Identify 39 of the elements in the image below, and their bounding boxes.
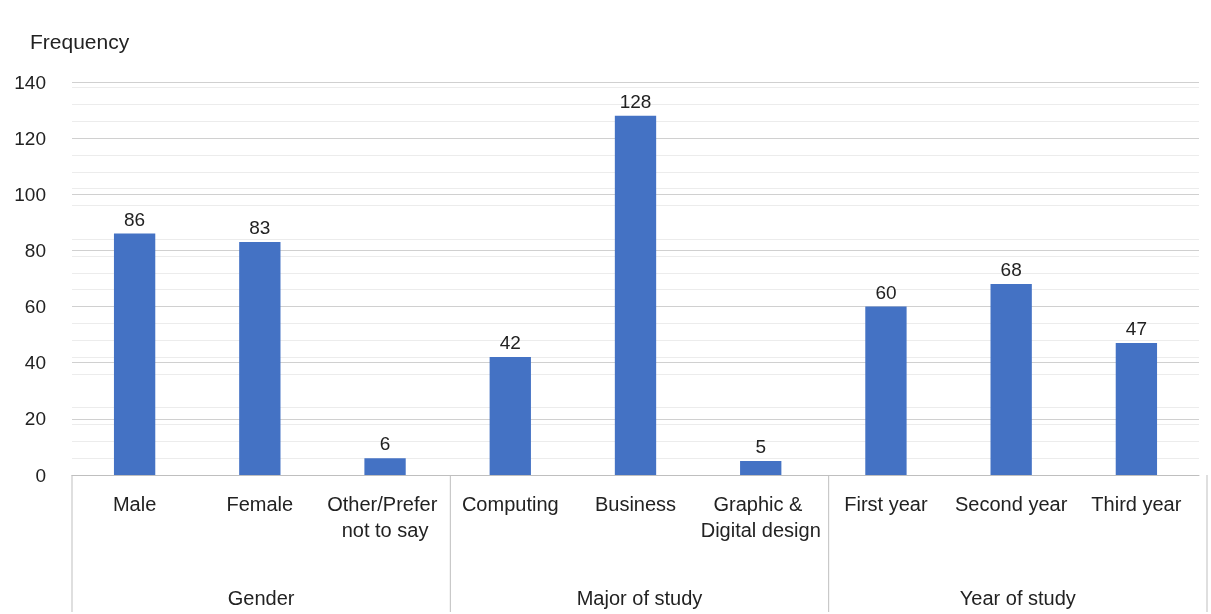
x-tick-label: Other/Prefer not to say [327, 493, 443, 541]
y-tick-label: 40 [24, 352, 46, 374]
bar [614, 115, 657, 475]
bar [740, 460, 782, 475]
x-tick-label: First year [844, 493, 928, 515]
text: Year of study [959, 587, 1076, 609]
y-tick-label: 80 [24, 239, 46, 261]
text: Gender [227, 587, 295, 609]
y-tick-label: 120 [14, 127, 46, 149]
x-tick-label: Business [594, 493, 677, 515]
data-label: 86 [124, 208, 146, 230]
x-tick-label: Graphic & Digital design [700, 493, 821, 541]
x-tick-label: Third year [1091, 493, 1182, 515]
bar [239, 242, 281, 475]
y-tick-label: 100 [14, 183, 46, 205]
bar [364, 458, 406, 475]
data-label: 6 [379, 433, 391, 455]
data-label: 60 [875, 281, 897, 303]
y-tick-label: 60 [24, 296, 46, 318]
y-axis-title: Frequency [30, 30, 130, 53]
data-label: 83 [249, 217, 271, 239]
y-tick-label: 0 [35, 464, 46, 486]
bar [990, 284, 1032, 475]
data-label: 42 [499, 332, 521, 354]
y-tick-label: 140 [14, 71, 46, 93]
data-label: 5 [755, 435, 767, 457]
x-tick-label: Female [226, 493, 294, 515]
x-tick-label: Second year [955, 493, 1068, 515]
bar [489, 357, 531, 475]
bar [865, 306, 907, 475]
x-tick-label: Computing [461, 493, 559, 515]
bar [113, 233, 156, 475]
data-label: 128 [619, 90, 652, 112]
data-label: 47 [1125, 318, 1147, 340]
x-tick-label: Male [112, 493, 157, 515]
text: Major of study [576, 587, 703, 609]
y-tick-label: 20 [24, 408, 46, 430]
data-label: 68 [1000, 259, 1022, 281]
bar [1115, 343, 1158, 475]
